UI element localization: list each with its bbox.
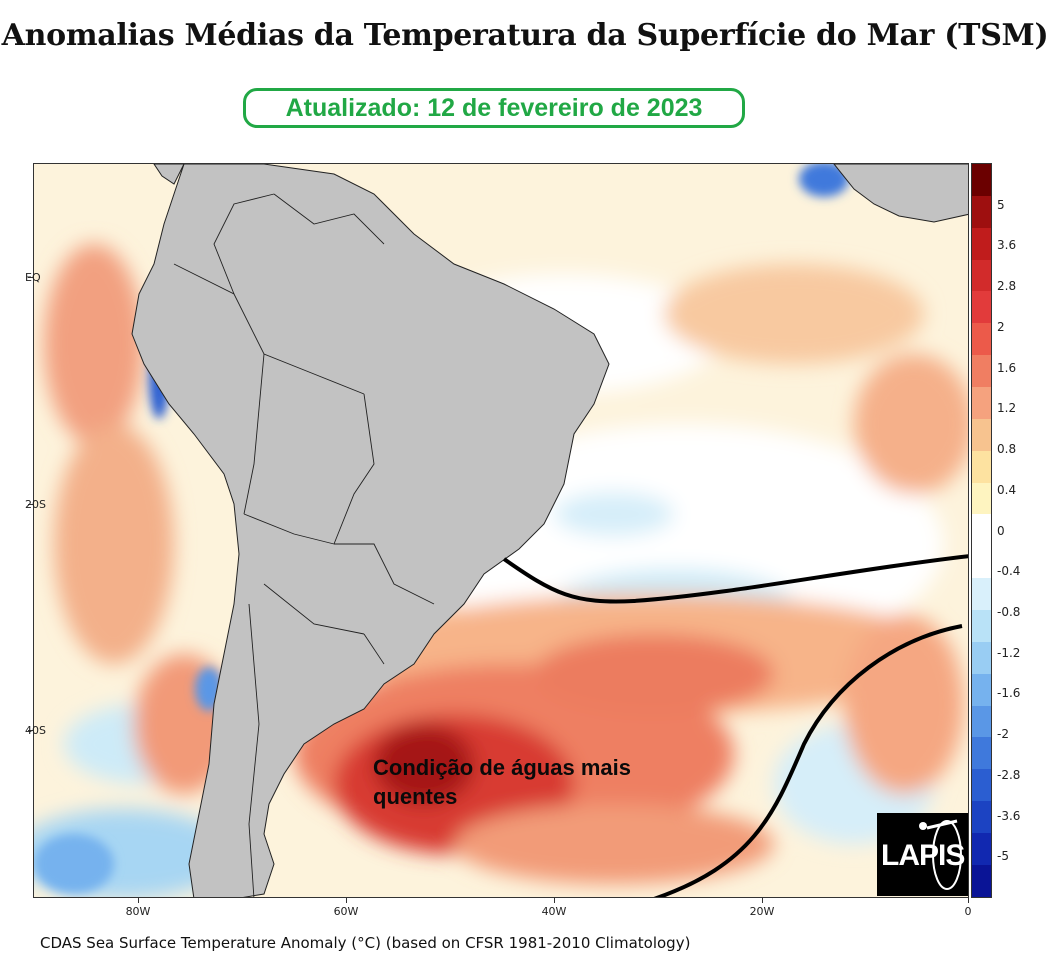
lon-label-40w: 40W xyxy=(541,905,567,918)
colorbar-label: -1.6 xyxy=(997,686,1021,701)
colorbar-segment xyxy=(972,737,991,770)
colorbar-segment xyxy=(972,291,991,324)
colorbar-label: -5 xyxy=(997,849,1009,864)
colorbar-segment xyxy=(972,387,991,419)
lat-tick-40s xyxy=(28,730,33,731)
map-caption: CDAS Sea Surface Temperature Anomaly (°C… xyxy=(40,934,691,952)
lon-tick-20w xyxy=(762,898,763,903)
lon-label-60w: 60W xyxy=(333,905,359,918)
warm-water-annotation: Condição de águas mais quentes xyxy=(373,753,733,811)
page-title: Anomalias Médias da Temperatura da Super… xyxy=(1,18,1049,53)
lon-label-20w: 20W xyxy=(749,905,775,918)
updated-badge: Atualizado: 12 de fevereiro de 2023 xyxy=(243,88,745,128)
colorbar-label: -0.4 xyxy=(997,564,1021,579)
lon-tick-80w xyxy=(138,898,139,903)
colorbar-segment xyxy=(972,259,991,292)
colorbar-label: 2 xyxy=(997,319,1005,334)
annotation-line-2: quentes xyxy=(373,784,458,809)
africa-land xyxy=(833,164,968,223)
colorbar-label: 0.4 xyxy=(997,482,1017,497)
colorbar-segment xyxy=(972,801,991,834)
colorbar-segment xyxy=(972,482,991,515)
colorbar-label: -0.8 xyxy=(997,604,1021,619)
lat-tick-20s xyxy=(28,504,33,505)
lon-tick-40w xyxy=(554,898,555,903)
colorbar-segment xyxy=(972,164,991,196)
lat-label-eq: EQ xyxy=(25,271,41,284)
annotation-line-1: Condição de águas mais xyxy=(373,755,631,780)
colorbar-segment xyxy=(972,514,991,547)
satellite-icon xyxy=(919,819,962,890)
colorbar-label: -3.6 xyxy=(997,808,1021,823)
colorbar-segment xyxy=(972,578,991,611)
colorbar-label: 1.2 xyxy=(997,401,1017,416)
colorbar-segment xyxy=(972,323,991,356)
colorbar-segment xyxy=(972,833,991,865)
colorbar-segment xyxy=(972,195,991,228)
colorbar-label: -2.8 xyxy=(997,767,1021,782)
colorbar-segment xyxy=(972,641,991,674)
colorbar-segment xyxy=(972,355,991,388)
colorbar-segment xyxy=(972,673,991,706)
colorbar-label: 0 xyxy=(997,523,1005,538)
lon-label-80w: 80W xyxy=(125,905,151,918)
colorbar-label: 0.8 xyxy=(997,442,1017,457)
sst-anomaly-map xyxy=(33,163,969,898)
colorbar-segment xyxy=(972,769,991,802)
lon-tick-0 xyxy=(968,898,969,903)
colorbar-segment xyxy=(972,705,991,738)
lon-label-0: 0 xyxy=(964,905,972,918)
lapis-logo: LAPIS xyxy=(877,813,968,896)
colorbar-label: 2.8 xyxy=(997,279,1017,294)
colorbar-segment xyxy=(972,864,991,897)
colorbar-label: 1.6 xyxy=(997,360,1017,375)
colorbar-segment xyxy=(972,227,991,260)
south-america-land xyxy=(131,164,610,897)
lat-label-20s: 20S xyxy=(25,498,46,511)
colorbar-label: 5 xyxy=(997,197,1005,212)
colorbar-label: -1.2 xyxy=(997,645,1021,660)
colorbar-segment xyxy=(972,610,991,642)
colorbar-segment xyxy=(972,450,991,483)
lat-label-40s: 40S xyxy=(25,724,46,737)
logo-text: LAPIS xyxy=(881,839,965,872)
lon-tick-60w xyxy=(346,898,347,903)
colorbar xyxy=(971,163,992,898)
colorbar-label: -2 xyxy=(997,727,1009,742)
colorbar-segment xyxy=(972,546,991,579)
warm-front-line-east xyxy=(653,624,963,897)
lat-tick-eq xyxy=(28,277,33,278)
colorbar-label: 3.6 xyxy=(997,238,1017,253)
colorbar-segment xyxy=(972,418,991,451)
map-canvas xyxy=(34,164,968,897)
warm-front-line-north xyxy=(502,554,968,604)
